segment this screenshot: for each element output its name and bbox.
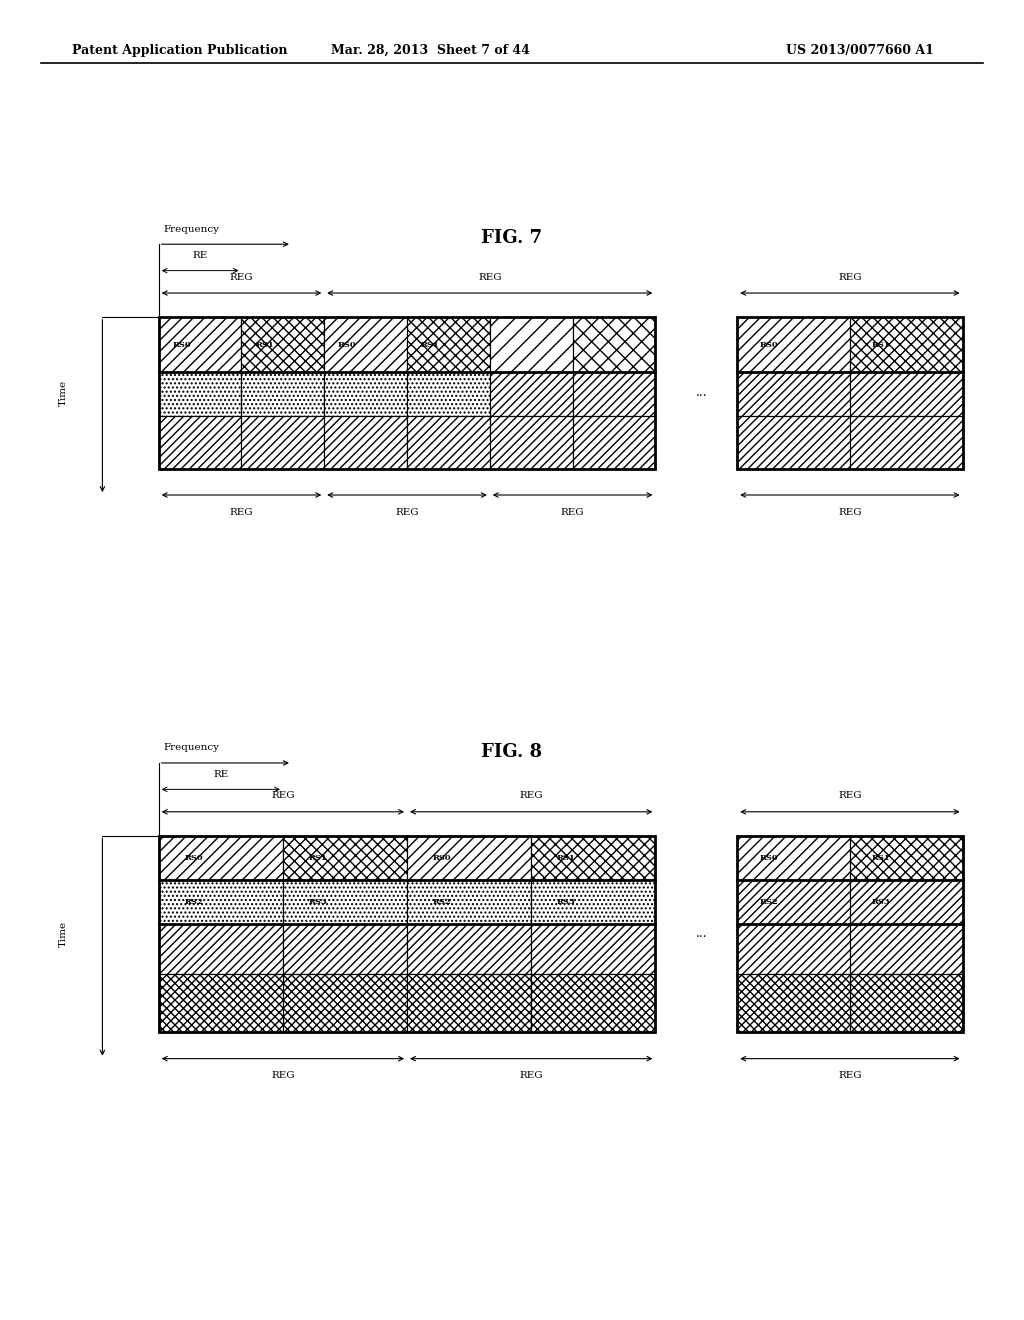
Text: RS2: RS2 (184, 898, 203, 907)
Text: REG: REG (229, 508, 253, 516)
Text: RS1: RS1 (308, 854, 327, 862)
Text: REG: REG (519, 1072, 543, 1080)
Text: Mar. 28, 2013  Sheet 7 of 44: Mar. 28, 2013 Sheet 7 of 44 (331, 44, 529, 57)
Text: RE: RE (193, 251, 208, 260)
Text: REG: REG (271, 1072, 295, 1080)
Text: RS0: RS0 (184, 854, 203, 862)
Bar (407, 416, 489, 469)
Text: Time: Time (59, 921, 68, 946)
Text: RS3: RS3 (557, 898, 575, 907)
Bar (737, 836, 850, 880)
Text: RS0: RS0 (338, 341, 356, 348)
Text: RS1: RS1 (421, 341, 439, 348)
Bar (283, 880, 407, 924)
Bar (407, 924, 531, 974)
Bar (242, 317, 325, 372)
Bar (159, 974, 283, 1032)
Bar (572, 317, 655, 372)
Bar (159, 880, 283, 924)
Text: REG: REG (519, 792, 543, 800)
Text: REG: REG (838, 273, 862, 281)
Text: RS1: RS1 (872, 854, 891, 862)
Text: FIG. 7: FIG. 7 (481, 228, 543, 247)
Text: REG: REG (561, 508, 585, 516)
Text: RS0: RS0 (760, 854, 778, 862)
Bar (531, 836, 655, 880)
Bar (407, 974, 531, 1032)
Bar (850, 974, 963, 1032)
Bar (325, 317, 407, 372)
Text: RS0: RS0 (173, 341, 191, 348)
Bar (850, 372, 963, 416)
Text: REG: REG (838, 508, 862, 516)
Bar (407, 372, 489, 416)
Text: RS3: RS3 (308, 898, 327, 907)
Bar (737, 317, 850, 372)
Text: REG: REG (271, 792, 295, 800)
Bar (737, 974, 850, 1032)
Text: RS2: RS2 (760, 898, 778, 907)
Text: ...: ... (695, 928, 708, 940)
Bar (737, 836, 963, 1032)
Text: ...: ... (695, 387, 708, 399)
Bar (850, 836, 963, 880)
Bar (407, 317, 489, 372)
Bar (850, 416, 963, 469)
Text: FIG. 8: FIG. 8 (481, 743, 543, 762)
Text: RS1: RS1 (872, 341, 891, 348)
Bar (737, 880, 850, 924)
Bar (159, 924, 283, 974)
Bar (325, 372, 407, 416)
Bar (159, 372, 242, 416)
Text: REG: REG (395, 508, 419, 516)
Text: RS1: RS1 (557, 854, 575, 862)
Bar (850, 880, 963, 924)
Text: RS0: RS0 (432, 854, 452, 862)
Bar (737, 317, 963, 469)
Text: REG: REG (478, 273, 502, 281)
Bar (159, 317, 655, 469)
Text: Frequency: Frequency (164, 743, 220, 752)
Text: US 2013/0077660 A1: US 2013/0077660 A1 (786, 44, 934, 57)
Bar (159, 836, 283, 880)
Bar (489, 416, 572, 469)
Bar (572, 416, 655, 469)
Bar (737, 372, 850, 416)
Bar (531, 880, 655, 924)
Bar (489, 372, 572, 416)
Bar (572, 372, 655, 416)
Bar (531, 974, 655, 1032)
Text: REG: REG (838, 1072, 862, 1080)
Bar (407, 836, 531, 880)
Text: RS0: RS0 (760, 341, 778, 348)
Bar (283, 924, 407, 974)
Bar (159, 317, 242, 372)
Bar (242, 372, 325, 416)
Bar (737, 924, 850, 974)
Bar (531, 924, 655, 974)
Bar (737, 416, 850, 469)
Text: REG: REG (229, 273, 253, 281)
Bar (159, 416, 242, 469)
Bar (283, 836, 407, 880)
Text: Time: Time (59, 380, 68, 405)
Bar (850, 317, 963, 372)
Bar (242, 416, 325, 469)
Text: Patent Application Publication: Patent Application Publication (72, 44, 287, 57)
Text: RS1: RS1 (255, 341, 274, 348)
Bar (159, 836, 655, 1032)
Bar (850, 924, 963, 974)
Bar (407, 880, 531, 924)
Text: RE: RE (213, 770, 228, 779)
Text: Frequency: Frequency (164, 224, 220, 234)
Bar (325, 416, 407, 469)
Bar (489, 317, 572, 372)
Bar (283, 974, 407, 1032)
Text: RS2: RS2 (432, 898, 452, 907)
Text: REG: REG (838, 792, 862, 800)
Text: RS3: RS3 (872, 898, 891, 907)
